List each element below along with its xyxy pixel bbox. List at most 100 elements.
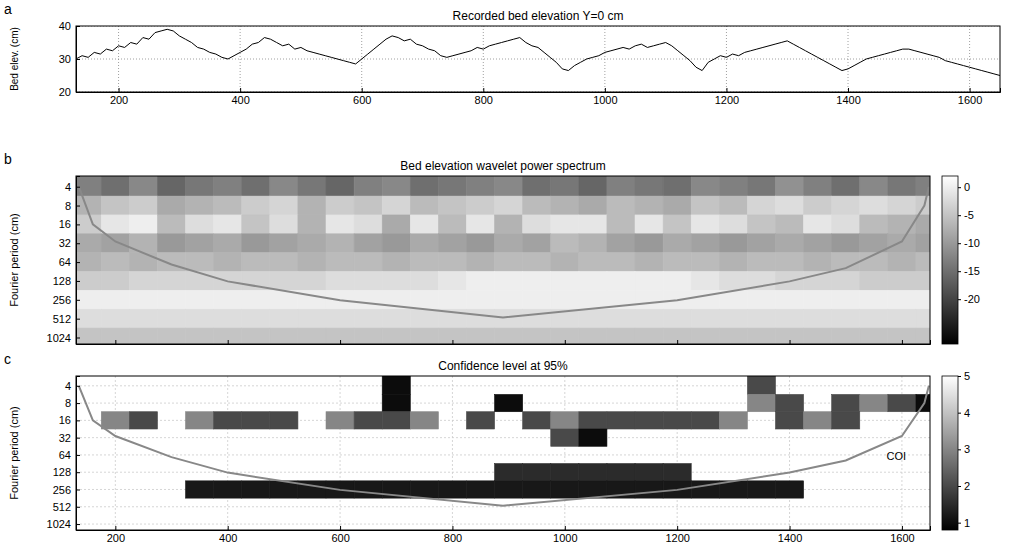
- tick: 400: [231, 88, 249, 106]
- heatmap-cell: [523, 272, 551, 291]
- tick: 0: [958, 181, 970, 193]
- panel: 481632641282565121024Bed elevation wavel…: [4, 151, 980, 345]
- heatmap-cell: [382, 253, 410, 272]
- heatmap-cell: [747, 394, 775, 411]
- plot-area: [76, 176, 930, 344]
- heatmap-cell: [916, 290, 930, 309]
- axis-line: [959, 377, 962, 531]
- heatmap-cell: [466, 196, 494, 215]
- heatmap-cell: [76, 253, 101, 272]
- heatmap-cell: [466, 215, 494, 234]
- tick: 1400: [778, 526, 802, 544]
- tick-mark: [958, 376, 961, 377]
- axis: [77, 340, 931, 345]
- heatmap-cell: [635, 290, 663, 309]
- heatmap-cell: [326, 309, 354, 328]
- heatmap-cell: [804, 176, 832, 196]
- panel: 2004006008001000120014001600203040Record…: [4, 1, 1001, 106]
- heatmap-cell: [888, 176, 916, 196]
- plot-area: [76, 376, 930, 530]
- tick-label: 1024: [47, 332, 71, 344]
- heatmap-cell: [242, 412, 270, 429]
- tick-mark: [76, 489, 80, 490]
- heatmap-cell: [916, 196, 930, 215]
- heatmap-cell: [775, 215, 803, 234]
- chart-title: Bed elevation wavelet power spectrum: [400, 159, 605, 173]
- heatmap-cell: [129, 309, 157, 328]
- grid-line: [240, 26, 241, 92]
- coi-line: [79, 187, 929, 318]
- tick-label: 256: [53, 294, 71, 306]
- heatmap-cell: [832, 394, 860, 411]
- heatmap-cell: [691, 176, 719, 196]
- heatmap-cell: [804, 234, 832, 253]
- axis-line: [77, 340, 931, 345]
- heatmap-cell: [635, 196, 663, 215]
- heatmap-cell: [186, 272, 214, 291]
- heatmap-cell: [832, 328, 860, 344]
- heatmap-cell: [214, 481, 242, 498]
- tick: 512: [53, 313, 80, 325]
- tick-label: 1: [964, 517, 970, 529]
- heatmap-cell: [775, 328, 803, 344]
- tick: [228, 340, 229, 344]
- tick-mark: [76, 92, 80, 93]
- heatmap-cell: [186, 215, 214, 234]
- heatmap-cell: [270, 272, 298, 291]
- tick-mark: [340, 340, 341, 344]
- heatmap-cell: [579, 215, 607, 234]
- heatmap-cell: [186, 234, 214, 253]
- tick: 200: [107, 526, 125, 544]
- heatmap-cell: [214, 253, 242, 272]
- heatmap-cell: [242, 215, 270, 234]
- tick-label: 800: [475, 94, 493, 106]
- heatmap-cell: [466, 234, 494, 253]
- heatmap-cell: [888, 196, 916, 215]
- heatmap-cell: [747, 253, 775, 272]
- heatmap-cell: [157, 196, 185, 215]
- heatmap-cell: [382, 376, 410, 394]
- heatmap-cell: [495, 394, 523, 411]
- axis: 481632641282565121024: [47, 177, 80, 345]
- figure: 2004006008001000120014001600203040Record…: [0, 0, 1011, 558]
- heatmap-cell: [607, 215, 635, 234]
- heatmap-cell: [832, 215, 860, 234]
- heatmap-cell: [466, 176, 494, 196]
- heatmap-cell: [523, 234, 551, 253]
- plot-frame: [76, 26, 1000, 92]
- tick-label: 1000: [553, 532, 577, 544]
- tick-label: 64: [59, 449, 71, 461]
- heatmap-cell: [663, 328, 691, 344]
- tick: [115, 340, 116, 344]
- heatmap-cell: [298, 176, 326, 196]
- heatmap-cell: [719, 253, 747, 272]
- heatmap-cell: [775, 309, 803, 328]
- heatmap-cell: [607, 464, 635, 481]
- tick: 600: [331, 526, 349, 544]
- heatmap-cell: [916, 234, 930, 253]
- heatmap-cell: [438, 253, 466, 272]
- heatmap-cell: [214, 412, 242, 429]
- tick: 2: [958, 480, 970, 492]
- heatmap-cell: [663, 196, 691, 215]
- tick-mark: [902, 526, 903, 530]
- heatmap-cell: [804, 215, 832, 234]
- heatmap-cell: [382, 215, 410, 234]
- heatmap-cell: [607, 176, 635, 196]
- heatmap-cell: [495, 196, 523, 215]
- tick-mark: [362, 88, 363, 92]
- heatmap-cell: [495, 464, 523, 481]
- tick: [677, 340, 678, 344]
- heatmap-cell: [382, 328, 410, 344]
- heatmap-cell: [663, 412, 691, 429]
- tick: 32: [59, 432, 80, 444]
- heatmap-cells: [76, 176, 930, 344]
- heatmap-cell: [242, 234, 270, 253]
- axis-line: [77, 27, 81, 93]
- grid-line: [76, 524, 930, 525]
- grid: [76, 376, 930, 530]
- tick: 16: [59, 414, 80, 426]
- tick: 20: [59, 86, 80, 98]
- heatmap-cell: [354, 234, 382, 253]
- heatmap-cell: [719, 328, 747, 344]
